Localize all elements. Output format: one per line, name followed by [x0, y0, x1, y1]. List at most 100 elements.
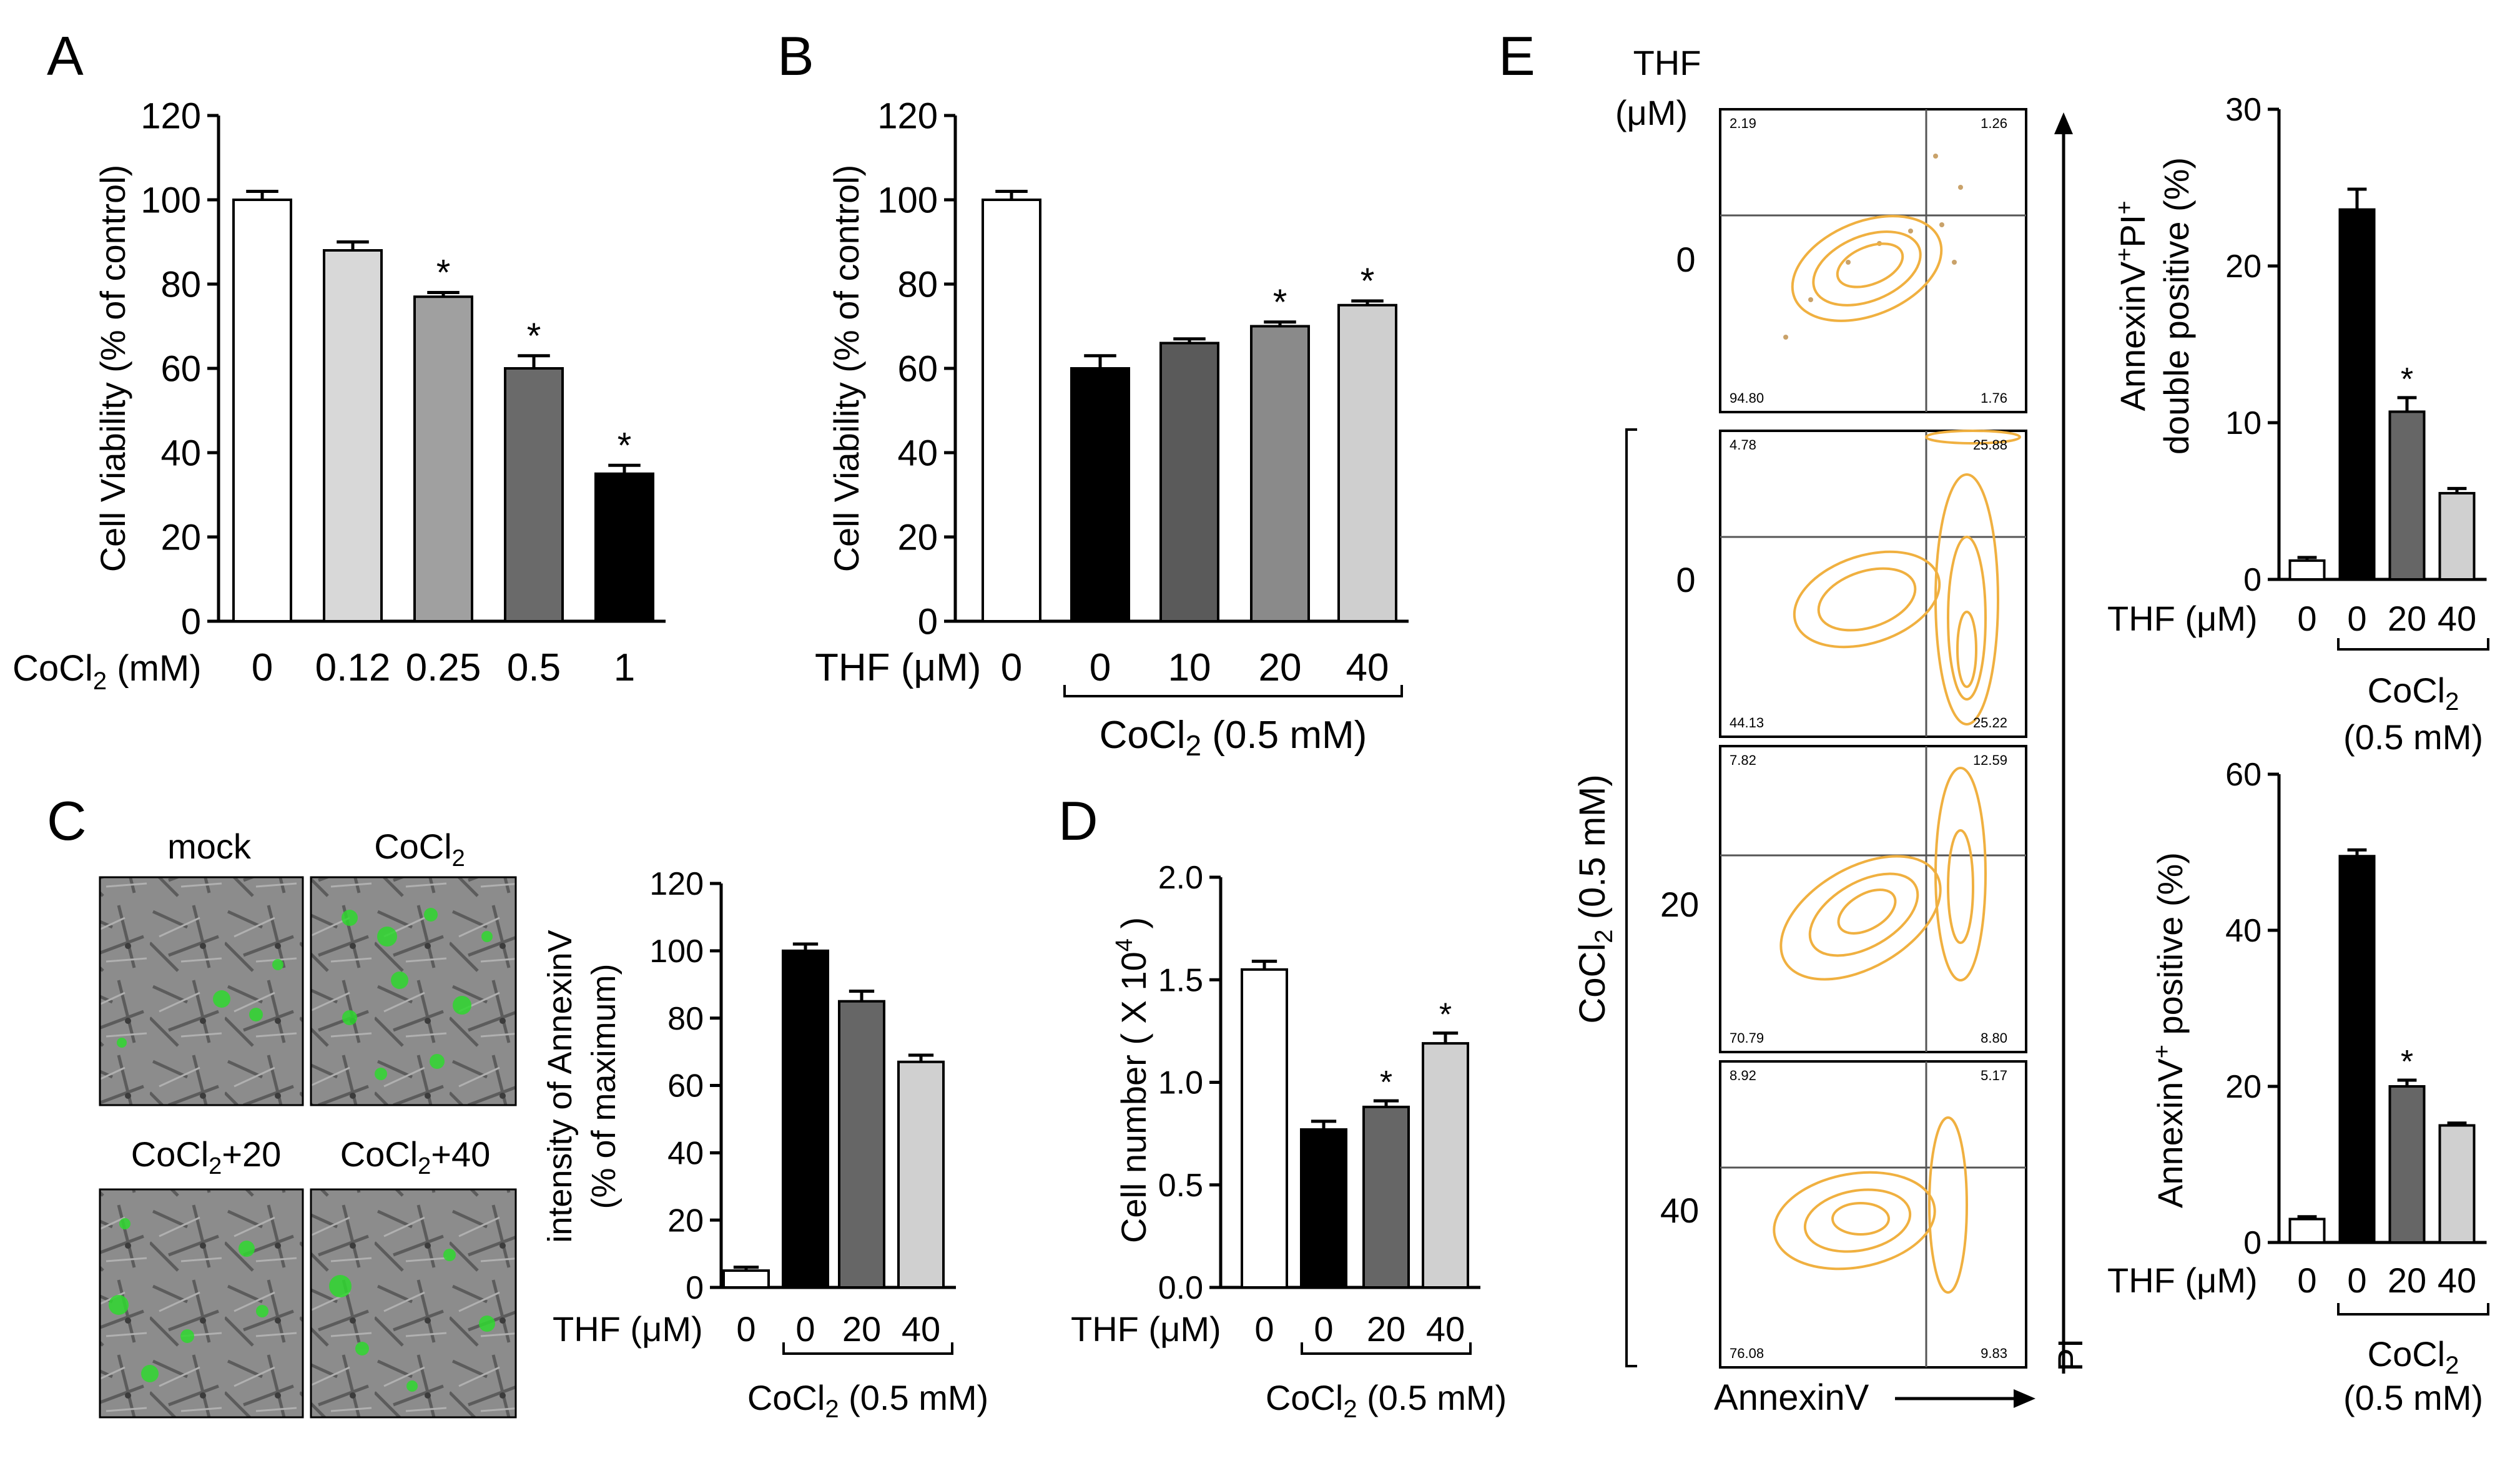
panel-letter-b: B [777, 25, 814, 87]
E2-category-label: 0 [2347, 1261, 2366, 1300]
C-category-label: 0 [736, 1309, 756, 1349]
micrograph-cocl2-20 [99, 1188, 304, 1419]
B-category-label: 0 [1001, 646, 1022, 689]
D-bar [1422, 1042, 1469, 1289]
e1-y-label-line2: double positive (%) [2157, 157, 2196, 455]
C-y-tick-label: 40 [667, 1136, 704, 1172]
flow-cytometry-panel: THF (μM) 0 0 20 40 CoCl2 (0.5 mM) 2.19 1… [1572, 43, 2090, 1418]
E2-group-label-line2: (0.5 mM) [2343, 1378, 2483, 1417]
flow-row-label-0b: 0 [1676, 560, 1695, 599]
A-y-tick-label: 20 [160, 517, 201, 558]
E1-y-tick-label: 30 [2225, 92, 2262, 128]
flow-4-q-ur: 5.17 [1981, 1068, 2007, 1083]
E2-category-label: 40 [2438, 1261, 2476, 1300]
D-y-tick-label: 0.0 [1158, 1270, 1203, 1306]
flow-thf-title-line2: (μM) [1615, 93, 1688, 132]
annexin-arrow-head [2014, 1389, 2035, 1408]
flow-2-q-ll: 44.13 [1730, 715, 1764, 731]
B-category-label: 0 [1090, 646, 1111, 689]
A-significance-star: * [618, 425, 632, 466]
flow-cocl2-vertical-label: CoCl2 (0.5 mM) [1572, 774, 1618, 1023]
B-bar [1070, 367, 1130, 622]
panel-letter-a: A [47, 25, 84, 87]
E2-category-label: 0 [2297, 1261, 2316, 1300]
A-bar [232, 199, 292, 622]
D-y-tick-label: 1.5 [1158, 962, 1203, 998]
A-bar [594, 472, 654, 622]
flow-3-q-lr: 8.80 [1981, 1030, 2007, 1046]
C-y-tick-label: 100 [649, 933, 704, 970]
D-group-bracket [1301, 1342, 1472, 1355]
A-bar [504, 367, 564, 622]
flow-1-q-ur: 1.26 [1981, 116, 2007, 131]
flow-4-q-ll: 76.08 [1730, 1345, 1764, 1361]
chart-cell-viability-thf: 0 20 40 60 80 100 120 0 0 10 * 20 * 40 THF (μM) Cell Vi… [815, 96, 1409, 762]
flow-2-q-lr: 25.22 [1973, 715, 2007, 731]
micro-label-cocl2-20: CoCl2+20 [131, 1134, 282, 1179]
pi-axis-label: PI [2050, 1339, 2090, 1372]
D-bar [1241, 968, 1288, 1289]
annexin-axis-label: AnnexinV [1714, 1377, 1869, 1418]
D-significance-star: * [1380, 1065, 1392, 1101]
E2-y-tick-label: 0 [2243, 1225, 2262, 1261]
E2-group-bracket [2337, 1303, 2489, 1316]
e2-y-label: AnnexinV+ positive (%) [2149, 852, 2190, 1208]
B-bar [1250, 325, 1310, 622]
D-x-label: THF (μM) [1071, 1309, 1221, 1349]
flow-row-label-20: 20 [1660, 885, 1699, 924]
flow-1-q-ul: 2.19 [1730, 116, 1756, 131]
A-y-tick-label: 60 [160, 348, 201, 389]
E1-category-label: 20 [2388, 599, 2426, 638]
E1-group-label: CoCl2 [2368, 671, 2459, 716]
B-y-tick-label: 40 [897, 433, 938, 473]
E1-bar [2338, 208, 2376, 581]
B-bar [1337, 303, 1397, 622]
A-category-label: 0 [252, 646, 273, 689]
E2-significance-star: * [2401, 1044, 2413, 1080]
E2-y-tick-label: 60 [2225, 757, 2262, 793]
C-bar [722, 1269, 770, 1289]
E1-bar [2438, 491, 2476, 581]
A-category-label: 1 [614, 646, 635, 689]
A-significance-star: * [527, 316, 541, 357]
A-bar [323, 249, 383, 622]
E2-y-tick-label: 20 [2225, 1069, 2262, 1105]
flow-3-q-ul: 7.82 [1730, 752, 1756, 768]
B-y-tick-label: 0 [918, 601, 938, 642]
A-y-tick-label: 40 [160, 433, 201, 473]
A-y-label: Cell Viability (% of control) [93, 165, 132, 573]
flow-1-q-lr: 1.76 [1981, 390, 2007, 406]
C-y-tick-label: 80 [667, 1001, 704, 1037]
flow-2-q-ur: 25.88 [1973, 437, 2007, 453]
E1-category-label: 0 [2347, 599, 2366, 638]
E2-bar [2388, 1085, 2426, 1244]
C-bar [782, 949, 829, 1289]
E1-group-bracket [2337, 638, 2489, 651]
B-category-label: 20 [1259, 646, 1302, 689]
E1-y-tick-label: 20 [2225, 248, 2262, 285]
flow-3-q-ur: 12.59 [1973, 752, 2007, 768]
E1-x-label: THF (μM) [2107, 599, 2258, 638]
A-significance-star: * [436, 253, 451, 293]
E2-bar [2338, 855, 2376, 1244]
E1-category-label: 0 [2297, 599, 2316, 638]
C-y-label-line2: (% of maximum) [585, 963, 623, 1209]
E1-y-tick-label: 10 [2225, 405, 2262, 441]
flow-1-q-ll: 94.80 [1730, 390, 1764, 406]
B-category-label: 40 [1346, 646, 1389, 689]
chart-cell-viability-cocl2: 0 20 40 60 80 100 120 0 0.12 * 0.25 * 0.5 * 1 Cell Viab… [93, 96, 666, 689]
A-y-tick-label: 120 [140, 96, 201, 136]
micrograph-cocl2 [310, 876, 517, 1106]
D-category-label: 0 [1254, 1309, 1274, 1349]
micro-label-mock: mock [167, 827, 252, 866]
flow-plot-3: 7.82 12.59 70.79 8.80 [1719, 745, 2027, 1053]
panel-letter-c: C [47, 790, 87, 852]
D-category-label: 40 [1426, 1309, 1465, 1349]
panel-letter-e: E [1499, 25, 1535, 87]
micrograph-panel: mock CoCl2 CoCl2+20 CoCl2+40 [99, 827, 517, 1419]
C-bar [838, 1000, 885, 1289]
B-x-label: THF (μM) [815, 646, 981, 689]
flow-bracket [1625, 428, 1637, 1367]
annexin-green-spots [109, 908, 495, 1392]
